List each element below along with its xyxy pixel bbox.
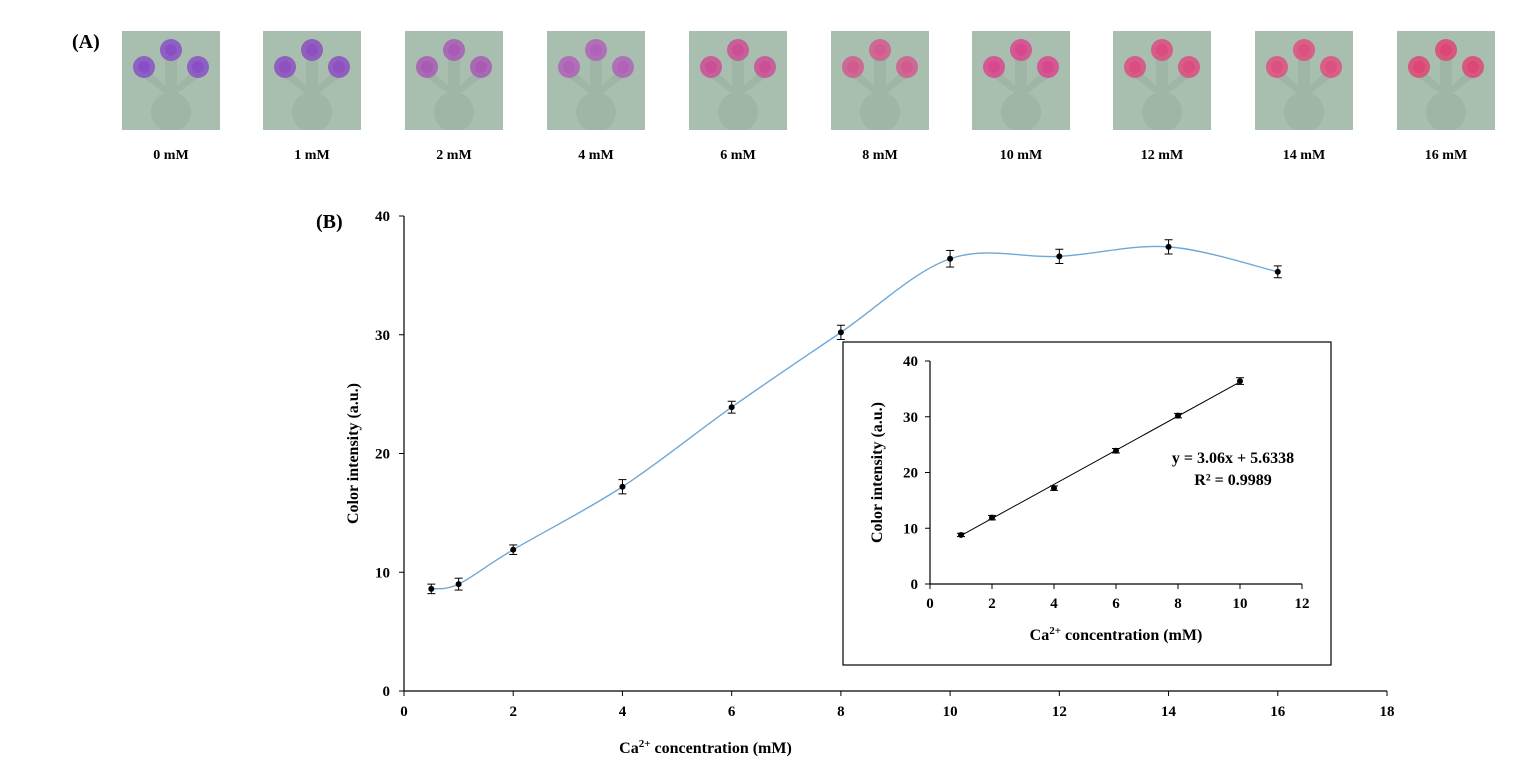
x-tick-label: 8	[1174, 596, 1182, 612]
strip-label: 2 mM	[436, 148, 472, 163]
r-squared-label: R² = 0.9989	[1194, 472, 1271, 489]
strip-photo	[831, 31, 929, 130]
y-tick-label: 0	[911, 577, 919, 593]
panel-a-label: (A)	[72, 31, 100, 53]
strip-photo	[689, 31, 787, 130]
y-tick-label: 40	[903, 354, 918, 370]
strip-label: 16 mM	[1424, 148, 1468, 163]
y-tick-label: 0	[383, 684, 391, 700]
x-tick-label: 14	[1161, 704, 1177, 720]
panel-b-label: (B)	[316, 211, 343, 233]
strip-photo	[405, 31, 503, 130]
strip-label: 14 mM	[1282, 148, 1326, 163]
strip-photo	[1397, 31, 1495, 130]
data-point	[728, 404, 735, 411]
x-tick-label: 4	[1050, 596, 1058, 612]
data-point	[1237, 378, 1243, 385]
x-tick-label: 2	[509, 704, 517, 720]
data-point	[455, 581, 462, 588]
data-point	[428, 585, 435, 592]
x-tick-label: 12	[1295, 596, 1310, 612]
x-tick-label: 10	[943, 704, 958, 720]
y-tick-label: 30	[903, 410, 918, 426]
y-tick-label: 20	[375, 447, 390, 463]
strip-photo	[1255, 31, 1353, 130]
data-point	[619, 483, 626, 490]
data-point	[1274, 268, 1281, 275]
strip-label: 0 mM	[153, 148, 189, 163]
x-tick-label: 0	[400, 704, 408, 720]
data-point	[947, 255, 954, 262]
series-line	[431, 245, 1278, 590]
x-axis-label: Ca2+ concentration (mM)	[1030, 625, 1203, 644]
x-tick-label: 10	[1233, 596, 1248, 612]
data-point	[1056, 253, 1063, 260]
strip-label: 8 mM	[862, 148, 898, 163]
data-point	[1051, 485, 1057, 492]
data-point	[837, 329, 844, 336]
y-axis-label: Color intensity (a.u.)	[869, 402, 886, 543]
data-point	[989, 514, 995, 521]
strip-photo	[1113, 31, 1211, 130]
strip-photo	[547, 31, 645, 130]
x-tick-label: 6	[728, 704, 736, 720]
y-tick-label: 40	[375, 209, 390, 225]
x-tick-label: 4	[619, 704, 627, 720]
data-point	[510, 546, 517, 553]
y-tick-label: 10	[375, 565, 390, 581]
y-tick-label: 20	[903, 466, 918, 482]
y-tick-label: 10	[903, 521, 918, 537]
data-point	[958, 531, 964, 538]
x-axis-label: Ca2+ concentration (mM)	[619, 738, 792, 757]
y-axis-label: Color intensity (a.u.)	[345, 383, 362, 524]
strip-label: 1 mM	[294, 148, 330, 163]
strip-photo	[972, 31, 1070, 130]
x-tick-label: 6	[1112, 596, 1120, 612]
strip-label: 4 mM	[578, 148, 614, 163]
x-tick-label: 16	[1270, 704, 1286, 720]
inset-chart: 0 2 4 6 8 10 12 0 10 20 30 40 Ca2+ concentration (mM…	[842, 341, 1332, 666]
x-tick-label: 2	[988, 596, 996, 612]
strip-photo	[122, 31, 220, 130]
strip-label: 10 mM	[999, 148, 1043, 163]
x-tick-label: 18	[1380, 704, 1395, 720]
data-point	[1175, 412, 1181, 419]
strip-label: 6 mM	[720, 148, 756, 163]
strip-label: 12 mM	[1140, 148, 1184, 163]
trendline	[960, 381, 1241, 536]
data-point	[1113, 447, 1119, 454]
strip-photo	[263, 31, 361, 130]
x-tick-label: 12	[1052, 704, 1067, 720]
x-tick-label: 8	[837, 704, 845, 720]
y-tick-label: 30	[375, 328, 390, 344]
inset-frame	[842, 341, 1332, 666]
data-point	[1165, 243, 1172, 250]
x-tick-label: 0	[926, 596, 934, 612]
regression-equation: y = 3.06x + 5.6338	[1172, 450, 1294, 467]
